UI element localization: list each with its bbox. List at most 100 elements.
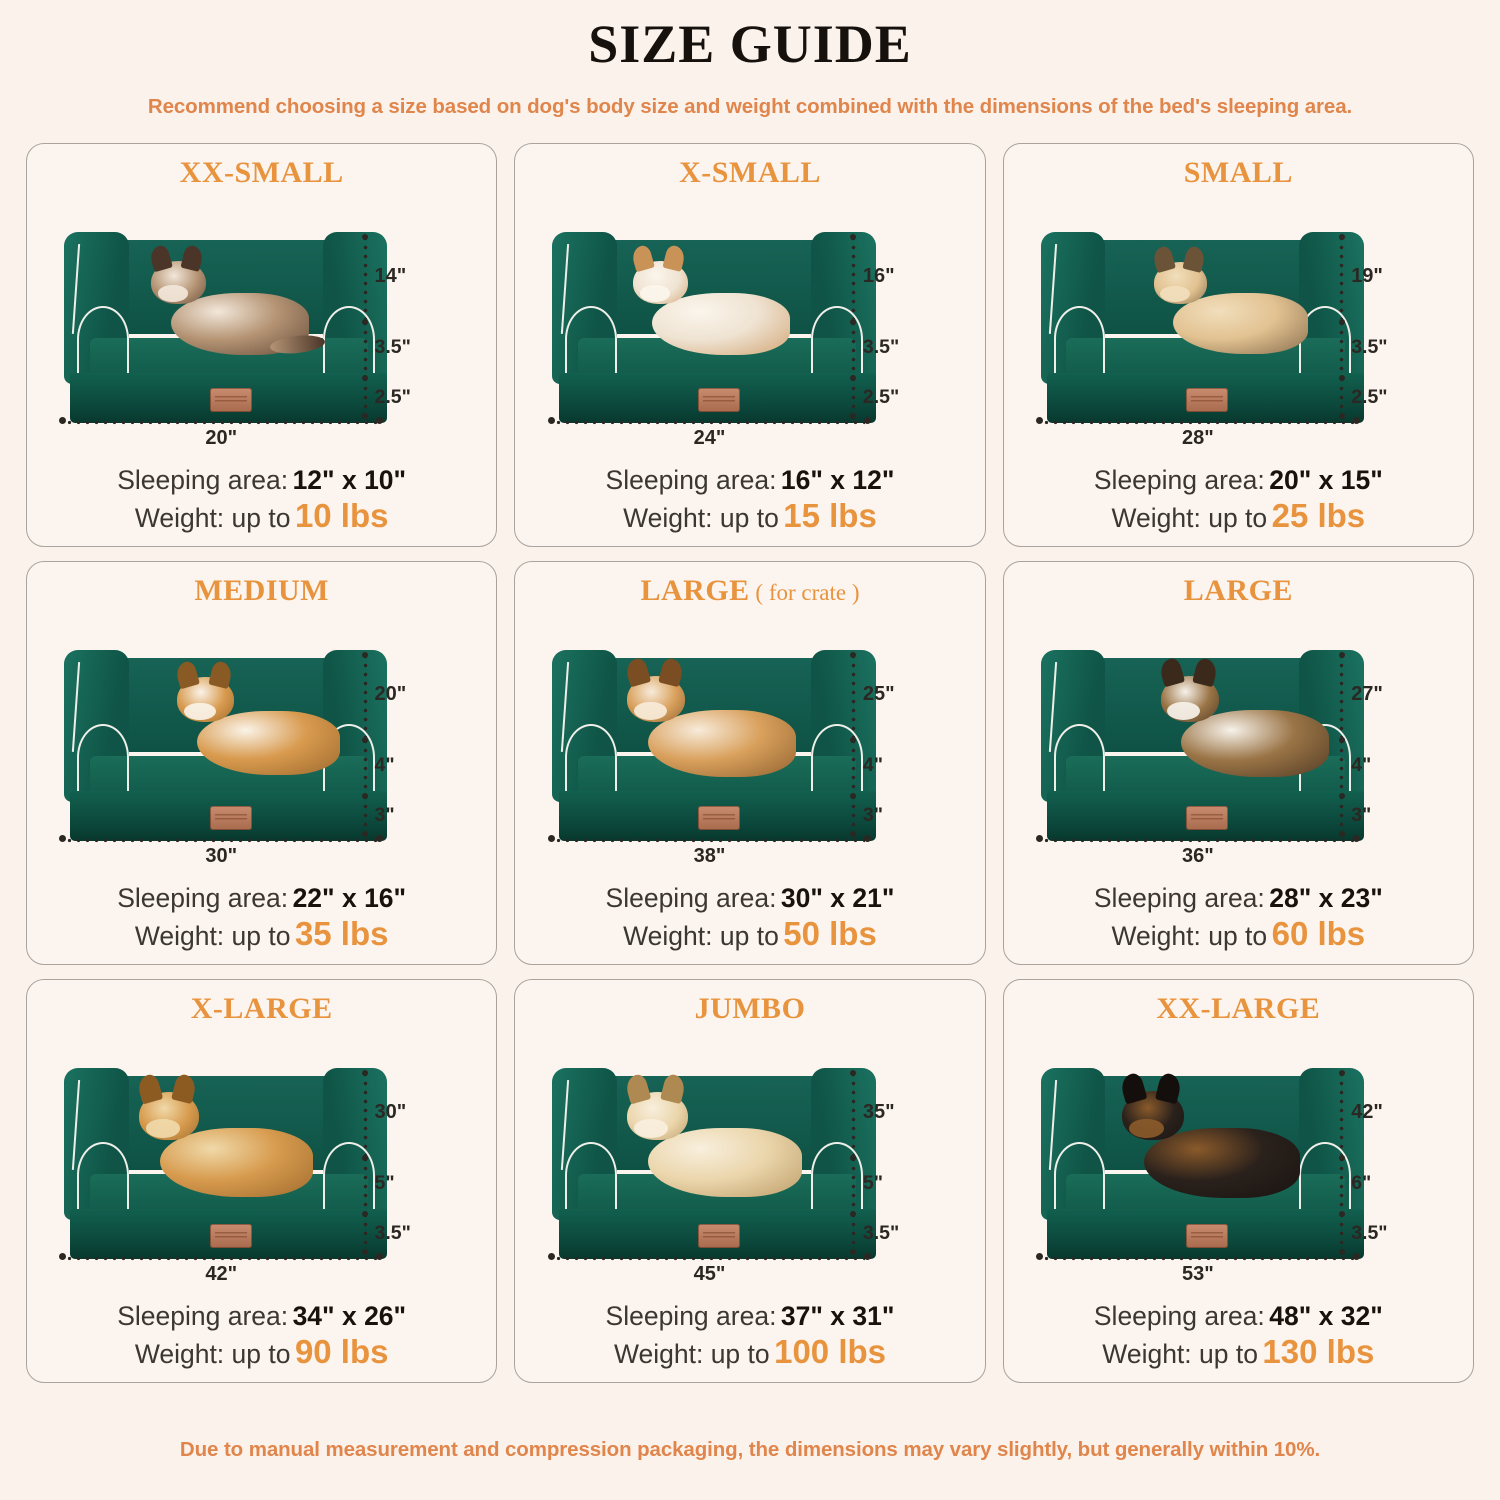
pet-muzzle [183,702,216,721]
size-card[interactable]: MEDIUM [26,560,498,965]
dimension-total-height: 27" [1337,651,1454,738]
dimension-base-height-label: 2.5" [374,385,411,408]
bed-illustration: 20" 4" 3" [37,608,486,884]
dimension-total-height-label: 20" [374,683,407,706]
bed-piping-left [565,1142,617,1209]
size-card-title: SMALL [1184,156,1293,190]
size-card[interactable]: XX-SMALL [26,142,498,547]
dimension-bolster-height: 3.5" [1337,319,1454,375]
dimension-total-height: 16" [848,233,966,320]
width-dimension: 24" [547,415,872,455]
dog-bed-image [63,228,388,424]
pet-muzzle [633,702,667,721]
pet-body [160,1127,314,1198]
weight-label: Weight: up to [1111,920,1268,951]
dog-bed-graphic [1040,1064,1365,1260]
weight-label: Weight: up to [623,920,779,951]
weight-value: 90 lbs [294,1332,389,1370]
pet-muzzle [1129,1118,1164,1139]
width-dimension-label: 45" [693,1263,726,1286]
size-card[interactable]: LARGE [1002,560,1474,965]
width-dimension-label: 42" [205,1263,238,1286]
sleeping-area-value: 34" x 26" [292,1301,407,1332]
weight-line: Weight: up to 60 lbs [1014,915,1463,954]
pet-muzzle [157,285,189,303]
size-card-specs: Sleeping area: 20" x 15" Weight: up to 2… [1014,465,1463,539]
pet-illustration [1157,657,1330,778]
brand-leather-tag [697,1224,740,1248]
weight-line: Weight: up to 130 lbs [1014,1333,1463,1372]
size-card[interactable]: X-SMALL [514,142,986,547]
page-subtitle: Recommend choosing a size based on dog's… [147,94,1353,118]
bed-illustration: 14" 3.5" 2.5" [37,190,486,466]
brand-leather-tag [209,388,252,412]
size-card-title: X-LARGE [191,992,333,1026]
brand-leather-tag [1186,1224,1229,1248]
dimension-bolster-height: 6" [1337,1155,1454,1211]
weight-label: Weight: up to [134,1338,291,1369]
size-card[interactable]: X-LARGE [26,978,498,1383]
dimension-bolster-height-label: 3.5" [1351,335,1388,358]
dog-bed-image [1040,646,1365,842]
weight-value: 10 lbs [294,496,389,534]
size-card[interactable]: JUMBO [514,978,986,1383]
weight-value: 130 lbs [1262,1332,1375,1370]
size-card[interactable]: SMALL [1002,142,1474,547]
size-card[interactable]: XX-LARGE [1002,978,1474,1383]
brand-leather-tag [1186,388,1229,412]
dimension-bolster-height-label: 5" [374,1171,395,1194]
weight-value: 100 lbs [774,1332,887,1370]
dimension-base-height-label: 3" [862,803,883,826]
width-dimension-label: 53" [1182,1263,1214,1286]
brand-leather-tag [697,806,740,830]
dimension-total-height: 14" [360,233,478,320]
size-card[interactable]: LARGE ( for crate ) [514,560,986,965]
width-dimension-cap-left [1036,1253,1044,1261]
bed-piping-right [322,1142,375,1209]
dimension-total-height: 20" [360,651,478,738]
footer-note: Due to manual measurement and compressio… [179,1438,1321,1461]
size-card-title: JUMBO [695,992,806,1026]
dimension-base-height: 3.5" [360,1210,478,1256]
weight-line: Weight: up to 90 lbs [37,1333,486,1372]
width-dimension-label: 36" [1182,845,1214,868]
pet-muzzle [639,285,671,303]
pet-body [197,710,341,775]
size-card-grid: XX-SMALL [22,142,1478,1383]
dimension-bolster-height-label: 3.5" [862,335,900,358]
width-dimension-cap-right [375,1253,383,1261]
dog-bed-image [63,646,388,842]
width-dimension-cap-left [1036,835,1044,843]
sleeping-area-value: 28" x 23" [1269,883,1383,914]
weight-label: Weight: up to [613,1338,770,1369]
width-dimension-cap-left [547,835,555,843]
dimension-total-height: 42" [1337,1069,1454,1156]
weight-label: Weight: up to [1111,502,1268,533]
sleeping-area-value: 20" x 15" [1269,465,1383,496]
dimension-bolster-height: 3.5" [360,319,478,375]
dog-bed-image [552,646,876,842]
width-dimension-line [553,420,866,426]
sleeping-area-line: Sleeping area: 20" x 15" [1014,465,1463,496]
size-card-specs: Sleeping area: 22" x 16" Weight: up to 3… [37,883,486,957]
width-dimension: 28" [1036,415,1360,455]
sleeping-area-value: 37" x 31" [780,1301,895,1332]
pet-illustration [148,243,326,356]
bed-piping-left [1053,1142,1106,1209]
weight-line: Weight: up to 100 lbs [525,1333,974,1372]
height-dimensions: 19" 3.5" 2.5" [1337,233,1454,420]
dimension-bolster-height: 4" [848,737,966,793]
dimension-total-height-label: 25" [862,683,895,706]
size-card-size: XX-LARGE [1156,991,1321,1025]
width-dimension: 36" [1036,833,1360,873]
height-dimensions: 20" 4" 3" [360,651,478,838]
dimension-total-height-label: 19" [1351,265,1383,288]
weight-line: Weight: up to 35 lbs [37,915,486,954]
weight-line: Weight: up to 25 lbs [1014,497,1463,536]
bed-illustration: 42" 6" 3.5" [1014,1026,1463,1302]
width-dimension-line [65,420,377,426]
dimension-bolster-height-label: 4" [374,753,395,776]
width-dimension-cap-left [59,835,67,843]
size-card-title: XX-LARGE [1156,992,1320,1026]
